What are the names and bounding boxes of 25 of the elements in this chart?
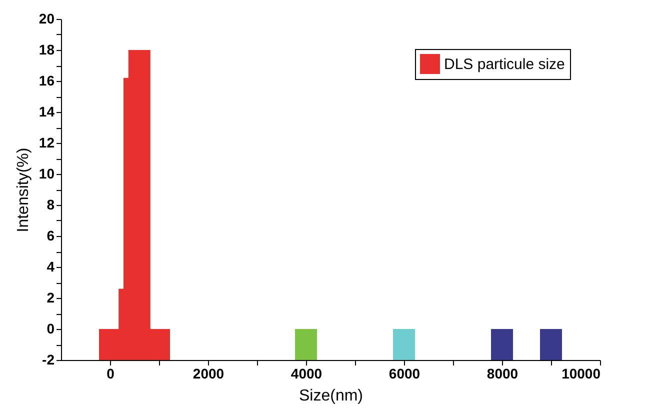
y-tick-label: 10 xyxy=(38,166,55,182)
x-tick-label: 2000 xyxy=(192,366,224,382)
x-tick-label: 6000 xyxy=(388,366,420,382)
y-tick-label: 14 xyxy=(38,104,55,120)
y-tick-label: 0 xyxy=(46,320,55,336)
x-tick-label: 8000 xyxy=(486,366,518,382)
bar xyxy=(393,329,415,360)
x-tick-label: 4000 xyxy=(290,366,322,382)
y-tick-label: 12 xyxy=(38,134,55,150)
y-tick-label: 16 xyxy=(38,72,55,88)
x-tick-label: 0 xyxy=(106,366,115,382)
legend-label: DLS particule size xyxy=(444,56,565,73)
bar xyxy=(491,329,513,360)
y-tick-label: 6 xyxy=(46,228,55,244)
y-tick-label: -2 xyxy=(42,352,55,368)
y-tick-label: 8 xyxy=(46,196,55,212)
y-tick-label: 4 xyxy=(46,258,55,274)
x-tick-label: 10000 xyxy=(562,366,601,382)
y-tick-label: 18 xyxy=(38,42,55,58)
bar xyxy=(295,329,317,360)
bar xyxy=(540,329,562,360)
y-tick-label: 2 xyxy=(46,290,55,306)
x-axis-title: Size(nm) xyxy=(298,388,364,404)
y-axis-title: Intensity(%) xyxy=(14,148,32,232)
y-tick-label: 20 xyxy=(38,10,55,26)
